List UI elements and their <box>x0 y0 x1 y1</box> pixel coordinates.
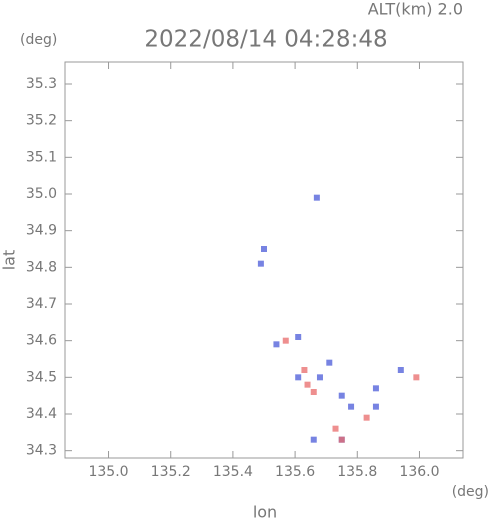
echo-point <box>301 367 308 373</box>
y-tick-label: 34.9 <box>26 223 57 239</box>
y-tick-label: 35.0 <box>26 186 57 202</box>
echo-point <box>261 246 267 252</box>
chart-subtitle: ALT(km) 2.0 <box>368 0 463 19</box>
y-tick-label: 35.1 <box>26 149 57 165</box>
y-unit: (deg) <box>20 32 57 48</box>
echo-point <box>363 414 370 421</box>
y-tick-label: 34.5 <box>26 369 57 385</box>
x-unit: (deg) <box>452 484 489 500</box>
echo-point <box>332 425 339 432</box>
y-tick-label: 34.3 <box>26 443 57 459</box>
echo-point <box>338 392 345 399</box>
y-tick-label: 34.6 <box>26 333 57 349</box>
x-tick-label: 135.4 <box>213 464 253 480</box>
x-tick-label: 135.2 <box>151 464 191 480</box>
echo-point <box>295 374 302 381</box>
echo-point <box>348 403 355 410</box>
echo-point <box>326 359 333 366</box>
x-tick-label: 135.6 <box>275 464 315 480</box>
plot-frame <box>64 61 464 459</box>
echo-point <box>313 194 320 201</box>
echo-point <box>282 337 289 344</box>
x-tick-label: 135.0 <box>88 464 128 480</box>
chart-title: 2022/08/14 04:28:48 <box>144 27 387 53</box>
echo-point <box>372 385 379 392</box>
y-tick-label: 35.3 <box>26 76 57 92</box>
y-tick-label: 35.2 <box>26 113 57 129</box>
echo-point <box>397 367 404 373</box>
y-axis-label: lat <box>0 250 19 271</box>
echo-point <box>413 374 420 381</box>
echo-point <box>295 334 302 340</box>
echo-point <box>304 381 311 388</box>
x-axis-label: lon <box>253 503 277 521</box>
echo-point <box>310 436 317 443</box>
y-tick-label: 34.7 <box>26 296 57 312</box>
echo-point <box>310 389 317 395</box>
y-tick-label: 34.8 <box>26 259 57 275</box>
echo-point <box>316 374 323 381</box>
x-tick-label: 135.8 <box>337 464 377 480</box>
echo-point <box>257 260 264 267</box>
echo-point <box>273 341 280 348</box>
y-tick-label: 34.4 <box>26 406 57 422</box>
x-tick-label: 136.0 <box>399 464 439 480</box>
echo-point <box>338 436 345 443</box>
echo-point <box>372 403 379 410</box>
